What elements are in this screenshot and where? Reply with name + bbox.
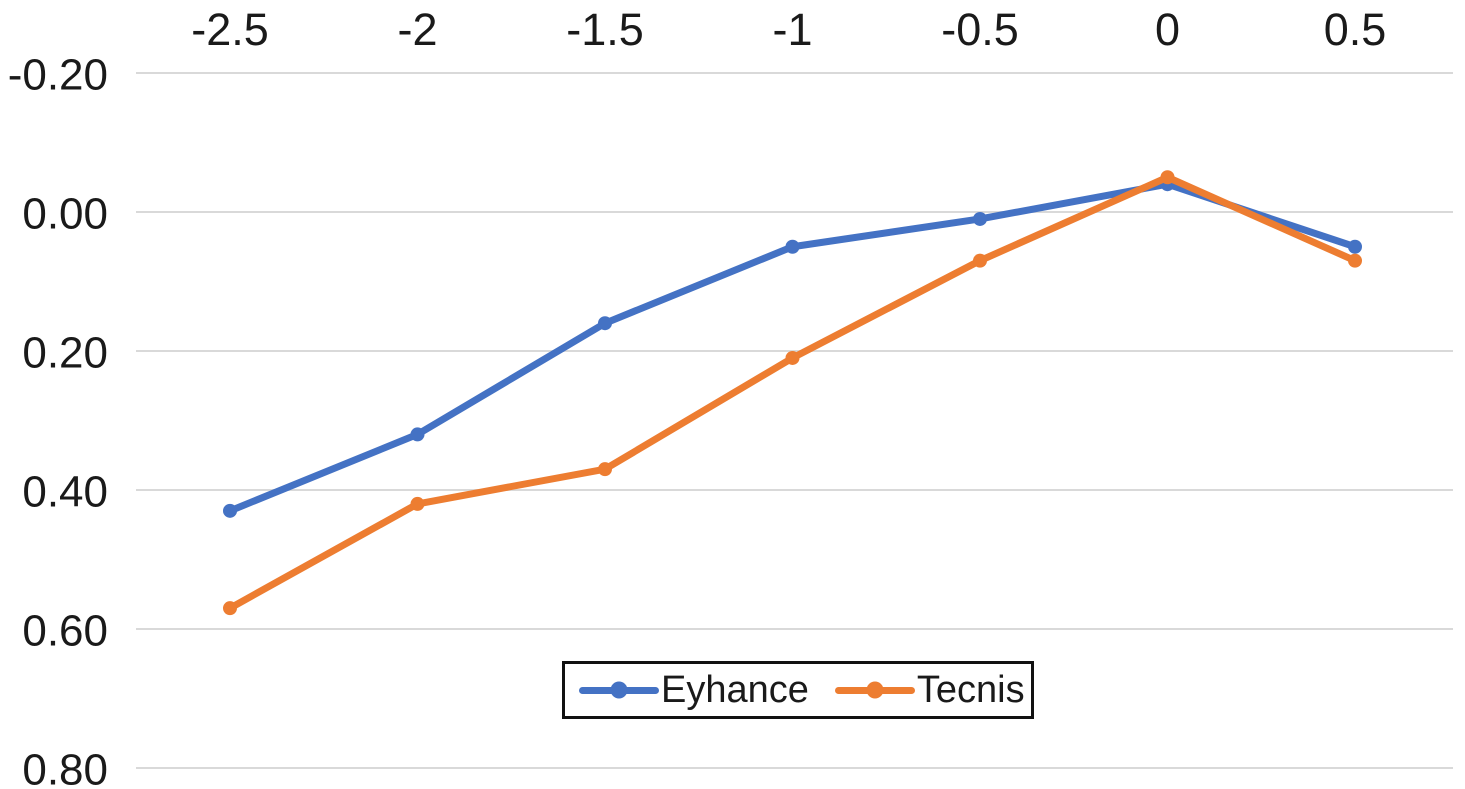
data-point-tecnis	[598, 462, 612, 477]
tecnis-marker-dot	[866, 681, 884, 699]
data-point-eyhance	[598, 316, 612, 331]
x-tick-label: 0	[1155, 4, 1180, 55]
y-tick-label: 0.00	[22, 190, 108, 239]
legend-label-eyhance: Eyhance	[661, 669, 809, 711]
series-line-eyhance	[226, 180, 1359, 515]
x-tick-label: -1.5	[566, 4, 644, 55]
legend-item-eyhance: Eyhance	[579, 671, 809, 709]
x-tick-label: -0.5	[941, 4, 1019, 55]
data-point-tecnis	[785, 350, 800, 365]
y-tick-label: 0.60	[22, 607, 108, 656]
data-point-tecnis	[973, 253, 987, 268]
chart-legend: Eyhance Tecnis	[562, 661, 1034, 719]
y-tick-label: 0.20	[22, 329, 108, 378]
tecnis-line-swatch	[834, 681, 915, 699]
x-tick-label: -1	[772, 4, 812, 55]
y-tick-label: 0.80	[22, 746, 108, 789]
x-tick-label: 0.5	[1324, 4, 1387, 55]
data-point-eyhance	[973, 211, 987, 226]
eyhance-line-swatch	[579, 681, 659, 699]
data-point-tecnis	[1160, 170, 1175, 185]
legend-item-tecnis: Tecnis	[834, 669, 1025, 711]
x-tick-label: -2	[397, 4, 437, 55]
data-point-tecnis	[223, 601, 237, 616]
legend-label-tecnis: Tecnis	[916, 669, 1025, 711]
data-point-tecnis	[410, 496, 425, 511]
eyhance-marker-dot	[610, 681, 628, 699]
data-point-eyhance	[223, 503, 237, 518]
x-tick-label: -2.5	[191, 4, 269, 55]
data-point-eyhance	[1348, 239, 1362, 254]
data-point-eyhance	[410, 427, 425, 442]
y-tick-label: 0.40	[22, 468, 108, 517]
data-point-eyhance	[785, 239, 800, 254]
data-point-tecnis	[1348, 253, 1362, 268]
y-tick-label: -0.20	[8, 51, 108, 100]
